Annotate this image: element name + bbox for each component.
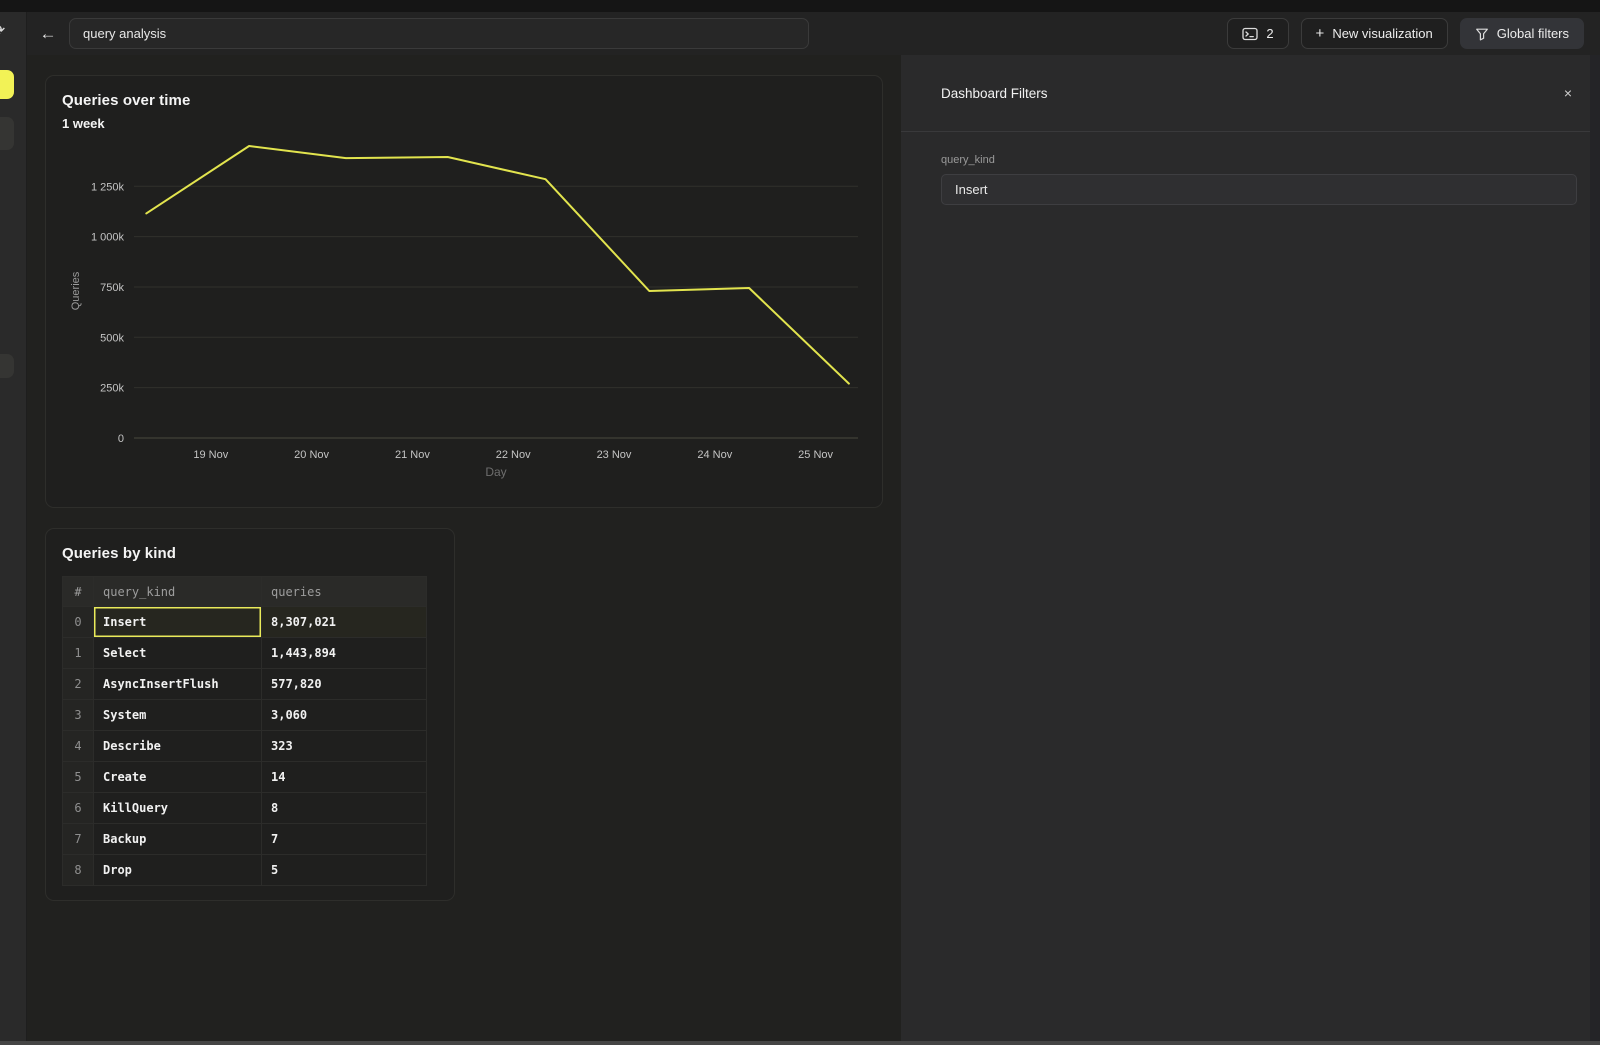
row-index: 5 <box>63 762 94 793</box>
table-row: 5Create14 <box>63 762 427 793</box>
filters-panel-header: Dashboard Filters × <box>901 55 1600 132</box>
row-index: 4 <box>63 731 94 762</box>
table-row: 7Backup7 <box>63 824 427 855</box>
refresh-history-icon[interactable]: ⟳ <box>0 21 5 41</box>
new-visualization-label: New visualization <box>1332 26 1432 41</box>
queries-by-kind-table: # query_kind queries 0Insert8,307,0211Se… <box>62 576 427 886</box>
filter-field: query_kind Insert <box>941 154 1577 205</box>
console-count: 2 <box>1266 26 1273 41</box>
y-tick-label: 0 <box>118 433 124 445</box>
row-index: 1 <box>63 638 94 669</box>
table-row: 0Insert8,307,021 <box>63 607 427 638</box>
queries-cell[interactable]: 3,060 <box>262 700 427 731</box>
table-row: 3System3,060 <box>63 700 427 731</box>
row-index: 8 <box>63 855 94 886</box>
x-tick-label: 25 Nov <box>798 449 833 461</box>
x-axis-title: Day <box>485 465 506 479</box>
sidebar-item-active[interactable] <box>0 70 14 99</box>
table-row: 4Describe323 <box>63 731 427 762</box>
queries-over-time-chart: 1 250k 1 000k 750k 500k 250k 0 19 Nov 20 Nov 21 … <box>46 76 882 507</box>
column-header-index: # <box>63 577 94 607</box>
left-sidebar: ⟳ <box>0 12 27 1041</box>
queries-cell[interactable]: 7 <box>262 824 427 855</box>
sidebar-item[interactable] <box>0 354 14 378</box>
table-row: 8Drop5 <box>63 855 427 886</box>
table-row: 6KillQuery8 <box>63 793 427 824</box>
query-kind-cell[interactable]: Insert <box>94 607 262 638</box>
queries-cell[interactable]: 577,820 <box>262 669 427 700</box>
dashboard-filters-panel: Dashboard Filters × query_kind Insert <box>901 55 1600 1041</box>
table-title: Queries by kind <box>62 545 176 562</box>
query-kind-filter-select[interactable]: Insert <box>941 174 1577 205</box>
close-button[interactable]: × <box>1564 85 1572 101</box>
row-index: 3 <box>63 700 94 731</box>
table-row: 2AsyncInsertFlush577,820 <box>63 669 427 700</box>
query-kind-cell[interactable]: System <box>94 700 262 731</box>
query-kind-cell[interactable]: Describe <box>94 731 262 762</box>
row-index: 0 <box>63 607 94 638</box>
new-visualization-button[interactable]: + New visualization <box>1301 18 1448 49</box>
x-tick-label: 22 Nov <box>496 449 531 461</box>
table-row: 1Select1,443,894 <box>63 638 427 669</box>
y-tick-label: 1 000k <box>91 232 125 244</box>
global-filters-button[interactable]: Global filters <box>1460 18 1584 49</box>
x-tick-label: 24 Nov <box>697 449 732 461</box>
queries-cell[interactable]: 8,307,021 <box>262 607 427 638</box>
panel-title: Dashboard Filters <box>941 86 1048 101</box>
x-tick-label: 20 Nov <box>294 449 329 461</box>
panel-right-edge <box>1590 55 1600 1041</box>
queries-cell[interactable]: 1,443,894 <box>262 638 427 669</box>
y-tick-label: 250k <box>100 383 124 395</box>
query-kind-cell[interactable]: KillQuery <box>94 793 262 824</box>
y-tick-label: 750k <box>100 282 124 294</box>
queries-cell[interactable]: 14 <box>262 762 427 793</box>
window-bottom-strip <box>0 1041 1600 1045</box>
queries-cell[interactable]: 323 <box>262 731 427 762</box>
table-header-row: # query_kind queries <box>63 577 427 607</box>
sidebar-item[interactable] <box>0 117 14 150</box>
filter-label: query_kind <box>941 154 1577 166</box>
y-tick-label: 1 250k <box>91 181 125 193</box>
dashboard-canvas: Queries over time 1 week 1 250k1 000k750… <box>27 55 901 1041</box>
row-index: 2 <box>63 669 94 700</box>
plus-icon: + <box>1316 25 1325 42</box>
topbar: ← 2 + New visualization <box>27 12 1600 55</box>
terminal-window-icon <box>1242 27 1258 41</box>
x-tick-label: 23 Nov <box>597 449 632 461</box>
console-count-button[interactable]: 2 <box>1227 18 1288 49</box>
y-axis-title: Queries <box>70 271 82 310</box>
x-tick-label: 21 Nov <box>395 449 430 461</box>
query-kind-cell[interactable]: Backup <box>94 824 262 855</box>
filter-selected-value: Insert <box>955 182 988 197</box>
y-tick-label: 500k <box>100 332 124 344</box>
window-top-strip <box>0 0 1600 12</box>
funnel-icon <box>1475 27 1489 41</box>
app-window: ⟳ ← 2 <box>0 0 1600 1045</box>
dashboard-title-input[interactable] <box>69 18 809 49</box>
back-button[interactable]: ← <box>27 25 69 42</box>
x-tick-label: 19 Nov <box>193 449 228 461</box>
query-kind-cell[interactable]: Drop <box>94 855 262 886</box>
queries-cell[interactable]: 5 <box>262 855 427 886</box>
row-index: 7 <box>63 824 94 855</box>
queries-cell[interactable]: 8 <box>262 793 427 824</box>
table-card: Queries by kind # query_kind queries 0In… <box>45 528 455 901</box>
query-kind-cell[interactable]: Create <box>94 762 262 793</box>
column-header-queries: queries <box>262 577 427 607</box>
column-header-query-kind: query_kind <box>94 577 262 607</box>
row-index: 6 <box>63 793 94 824</box>
query-kind-cell[interactable]: AsyncInsertFlush <box>94 669 262 700</box>
chart-card: Queries over time 1 week 1 250k1 000k750… <box>45 75 883 508</box>
filters-panel-body: query_kind Insert <box>901 132 1600 205</box>
query-kind-cell[interactable]: Select <box>94 638 262 669</box>
queries-series-line <box>146 146 849 384</box>
close-icon: × <box>1564 85 1572 101</box>
global-filters-label: Global filters <box>1497 26 1569 41</box>
